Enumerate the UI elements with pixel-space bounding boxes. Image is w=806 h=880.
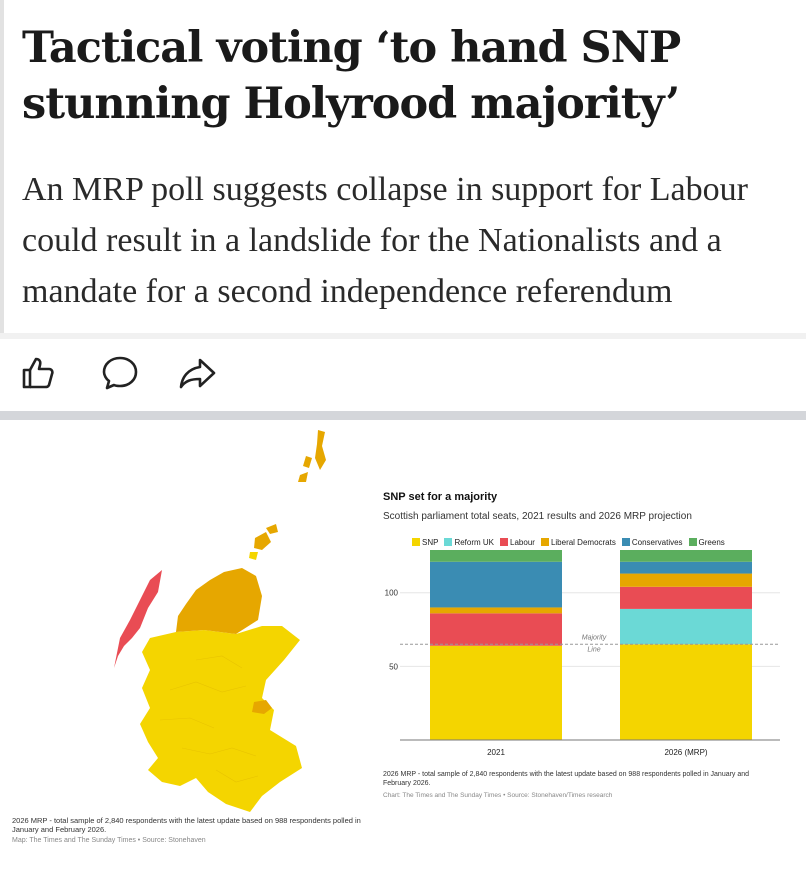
map-region — [252, 700, 272, 714]
chart-title: SNP set for a majority — [383, 491, 498, 503]
legend-swatch — [500, 538, 509, 546]
bar-segment — [430, 613, 562, 646]
bar-segment — [430, 550, 562, 562]
comment-bubble-icon — [102, 356, 138, 390]
bar-segment — [430, 607, 562, 614]
legend-item: Labour — [500, 536, 535, 548]
article-standfirst: An MRP poll suggests collapse in support… — [22, 171, 748, 310]
orkney-islands — [249, 524, 278, 560]
y-tick-label: 50 — [389, 662, 398, 671]
map-region — [266, 524, 278, 534]
legend-item: Reform UK — [444, 536, 494, 548]
chart-subtitle: Scottish parliament total seats, 2021 re… — [383, 511, 692, 522]
bar-segment — [430, 561, 562, 608]
like-button[interactable] — [18, 353, 58, 393]
y-tick-label: 100 — [385, 589, 399, 598]
bar-segment — [620, 573, 752, 587]
bar-segment — [620, 644, 752, 740]
bar-segment — [620, 561, 752, 574]
legend-swatch — [621, 538, 630, 546]
divider-bar — [0, 411, 806, 420]
news-graphic[interactable]: 2026 MRP - total sample of 2,840 respond… — [0, 420, 806, 880]
legend-item: Conservatives — [621, 536, 683, 548]
legend-item: SNP — [412, 536, 438, 548]
shetland-islands — [298, 430, 326, 482]
map-region — [140, 626, 302, 812]
chart-footnote: 2026 MRP - total sample of 2,840 respond… — [383, 771, 750, 787]
x-tick-label: 2021 — [487, 748, 505, 757]
legend-swatch — [688, 538, 697, 546]
map-credit: Map: The Times and The Sunday Times • So… — [12, 837, 206, 844]
legend-label: Greens — [698, 537, 725, 547]
legend-label: Conservatives — [631, 537, 683, 547]
legend-swatch — [540, 538, 549, 546]
stacked-bar-chart: 50 100 2021 2026 (MRP) Majority Line — [385, 550, 780, 757]
map-region — [254, 532, 271, 550]
legend-item: Liberal Democrats — [540, 536, 616, 548]
share-arrow-icon — [179, 358, 216, 389]
majority-line-label: Line — [587, 646, 600, 653]
x-tick-label: 2026 (MRP) — [664, 748, 707, 757]
action-bar — [0, 339, 806, 411]
scotland-constituency-map — [114, 430, 326, 812]
legend-label: Reform UK — [454, 537, 495, 547]
map-region — [114, 570, 162, 668]
majority-line-label: Majority — [582, 634, 607, 641]
legend-label: Liberal Democrats — [550, 537, 616, 547]
bar-segment — [620, 550, 752, 562]
legend-label: SNP — [422, 537, 439, 547]
map-region — [249, 552, 258, 560]
map-footnote: 2026 MRP - total sample of 2,840 respond… — [12, 816, 361, 834]
constituency-borders — [159, 655, 259, 783]
bar-segment — [430, 645, 562, 740]
map-region — [298, 472, 308, 482]
separator-strip — [0, 333, 806, 339]
article-card[interactable]: Tactical voting ‘to hand SNP stunning Ho… — [0, 0, 806, 333]
map-region — [303, 456, 312, 468]
legend-swatch — [412, 538, 420, 546]
mainland — [140, 568, 302, 812]
thumbs-up-icon — [22, 357, 54, 389]
chart-legend: SNP Reform UK Labour Liberal Democrats Conse… — [412, 536, 725, 548]
map-region — [176, 568, 262, 634]
article-headline[interactable]: Tactical voting ‘to hand SNP stunning Ho… — [22, 23, 681, 129]
legend-item: Greens — [688, 536, 725, 548]
legend-label: Labour — [510, 537, 535, 547]
legend-swatch — [444, 538, 453, 546]
comment-button[interactable] — [100, 353, 140, 393]
bar-segment — [620, 608, 752, 645]
chart-credit: Chart: The Times and The Sunday Times • … — [383, 792, 613, 799]
map-region — [315, 430, 326, 470]
bar-segment — [620, 586, 752, 609]
western-isles — [114, 570, 162, 668]
share-button[interactable] — [177, 353, 217, 393]
